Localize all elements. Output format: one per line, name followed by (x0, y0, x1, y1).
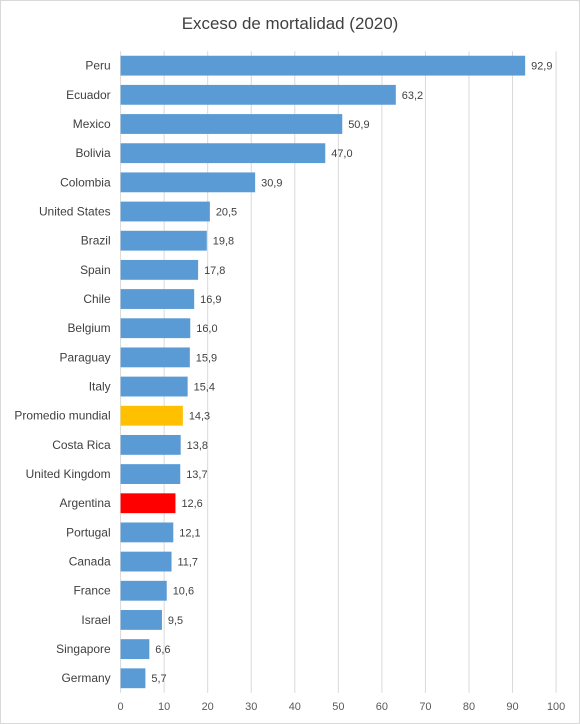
category-label: Bolivia (75, 146, 111, 160)
category-label: Argentina (60, 496, 111, 510)
category-label: Peru (85, 59, 110, 73)
bar (120, 551, 172, 572)
category-label: Italy (89, 380, 111, 394)
category-label: United Kingdom (26, 467, 111, 481)
bars (120, 55, 526, 689)
data-label: 14,3 (189, 411, 210, 423)
bar (120, 172, 256, 193)
data-label: 30,9 (261, 177, 282, 189)
bar (120, 580, 167, 601)
bar (120, 464, 181, 484)
bar (120, 639, 150, 660)
category-labels: Peru Ecuador Mexico Bolivia Colombia United S… (14, 59, 111, 686)
bar (120, 434, 181, 455)
bar (120, 55, 526, 76)
category-label: Colombia (60, 175, 111, 189)
data-label: 15,9 (196, 352, 217, 364)
category-label: Ecuador (66, 88, 110, 102)
x-tick-label: 50 (332, 701, 344, 713)
data-label: 20,5 (216, 207, 237, 219)
bar (120, 318, 191, 339)
bar (120, 201, 210, 222)
bar (120, 230, 207, 251)
category-label: Chile (83, 292, 111, 306)
data-label: 63,2 (402, 90, 423, 102)
data-label: 6,6 (155, 644, 170, 656)
bar (120, 259, 199, 280)
bar (120, 114, 343, 134)
category-label: Mexico (73, 117, 111, 131)
category-label: France (73, 584, 111, 598)
x-tick-label: 90 (506, 701, 518, 713)
x-tick-label: 10 (158, 701, 170, 713)
x-tick-label: 60 (376, 701, 388, 713)
bar (120, 405, 183, 426)
data-label: 47,0 (331, 148, 352, 160)
x-tick-label: 20 (202, 701, 214, 713)
category-label: Israel (81, 613, 110, 627)
data-label: 50,9 (348, 119, 369, 131)
data-label: 11,7 (178, 557, 199, 569)
bar (120, 143, 326, 164)
data-label: 16,9 (200, 294, 221, 306)
bar (120, 522, 174, 543)
bar (120, 668, 146, 689)
x-axis-ticks: 0 10 20 30 40 50 60 70 80 90 100 (118, 701, 566, 713)
category-label: Spain (80, 263, 111, 277)
category-label: Canada (69, 555, 111, 569)
data-label: 92,9 (531, 61, 552, 73)
x-tick-label: 100 (547, 701, 565, 713)
data-label: 5,7 (151, 673, 166, 685)
category-label: Costa Rica (52, 438, 111, 452)
data-label: 12,1 (179, 527, 200, 539)
x-tick-label: 0 (118, 701, 124, 713)
bar (120, 84, 396, 105)
x-tick-label: 70 (419, 701, 431, 713)
category-label: Singapore (56, 642, 111, 656)
category-label: Belgium (67, 321, 110, 335)
category-label: Paraguay (60, 350, 111, 364)
bar (120, 347, 190, 368)
x-tick-label: 30 (245, 701, 257, 713)
data-label: 13,8 (187, 440, 208, 452)
data-label: 13,7 (186, 469, 207, 481)
category-label: Portugal (66, 525, 110, 539)
data-label: 12,6 (181, 498, 202, 510)
data-label: 17,8 (204, 265, 225, 277)
chart-title: Exceso de mortalidad (2020) (182, 14, 399, 33)
category-label: Promedio mundial (14, 409, 110, 423)
bar (120, 610, 162, 630)
category-label: United States (39, 205, 111, 219)
bar (120, 376, 188, 397)
x-tick-label: 80 (463, 701, 475, 713)
bar (120, 289, 195, 309)
category-label: Brazil (81, 234, 111, 248)
data-label: 19,8 (213, 236, 234, 248)
value-labels: 92,9 63,2 50,9 47,0 30,9 20,5 19,8 17,8 16,9 16,0… (151, 61, 552, 686)
data-label: 10,6 (173, 586, 194, 598)
bar (120, 493, 176, 514)
category-label: Germany (62, 671, 111, 685)
data-label: 15,4 (194, 382, 215, 394)
data-label: 16,0 (196, 323, 217, 335)
x-tick-label: 40 (289, 701, 301, 713)
data-label: 9,5 (168, 615, 183, 627)
